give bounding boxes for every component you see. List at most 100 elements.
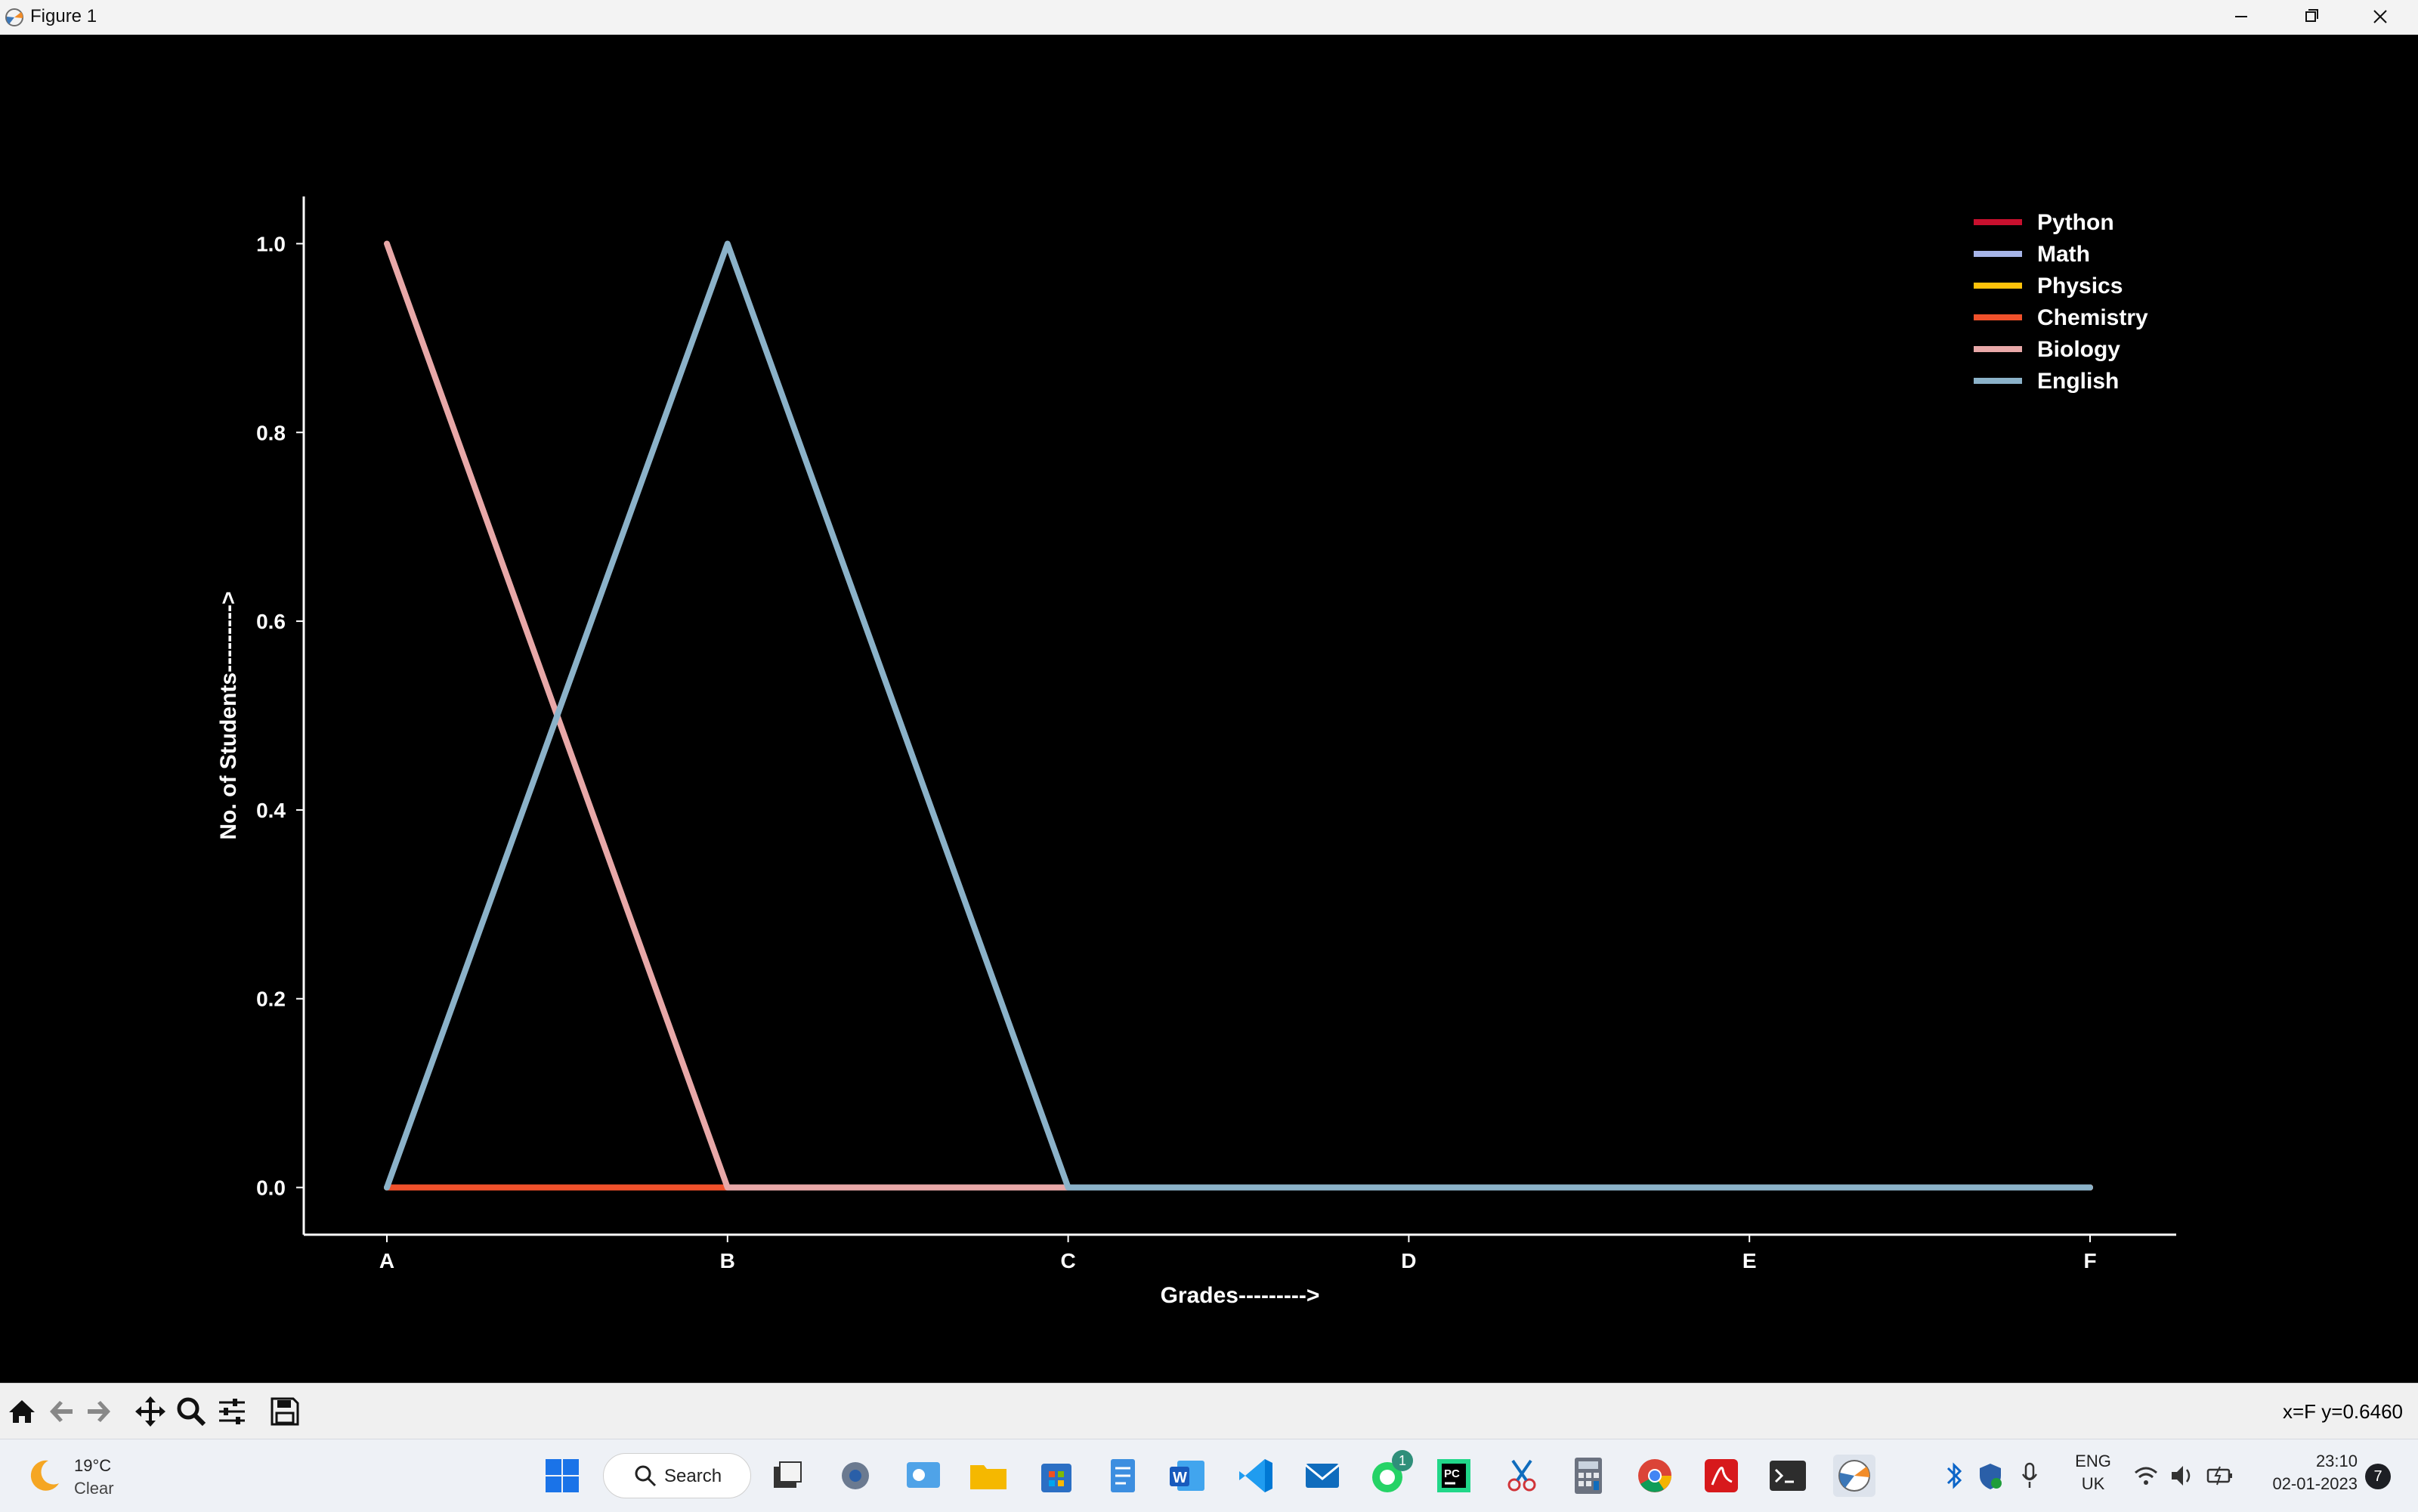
navigation-toolbar: x=F y=0.6460 <box>0 1383 2418 1439</box>
y-tick-label: 1.0 <box>256 232 286 255</box>
pan-icon <box>135 1396 165 1427</box>
svg-text:W: W <box>1173 1470 1187 1486</box>
taskbar-calculator[interactable] <box>1567 1455 1609 1497</box>
widgets-icon <box>907 1462 940 1488</box>
moon-icon <box>30 1460 59 1491</box>
line-chart: A B C D E F 0.0 0.2 0.4 0.6 0.8 1.0 Grades--------->… <box>216 196 2176 1308</box>
search-label: Search <box>664 1466 722 1486</box>
whatsapp-icon <box>1372 1462 1402 1492</box>
language-code: ENG <box>2075 1452 2111 1470</box>
store-icon <box>1041 1464 1071 1492</box>
matplotlib-app-icon <box>5 8 23 26</box>
save-icon <box>271 1397 299 1426</box>
taskbar-pycharm[interactable]: PC <box>1433 1455 1475 1497</box>
home-icon <box>9 1400 35 1423</box>
file-explorer-icon <box>970 1465 1006 1489</box>
figure-canvas[interactable]: A B C D E F 0.0 0.2 0.4 0.6 0.8 1.0 Grades--------->… <box>0 35 2418 1383</box>
matplotlib-icon <box>1838 1460 1870 1492</box>
task-view-button[interactable] <box>766 1455 809 1497</box>
word-icon: W <box>1170 1461 1204 1491</box>
taskbar-chrome[interactable] <box>1634 1455 1676 1497</box>
taskbar-settings[interactable] <box>834 1455 877 1497</box>
start-icon <box>546 1459 579 1492</box>
legend-label-biology: Biology <box>2037 337 2120 362</box>
terminal-icon <box>1770 1461 1806 1491</box>
taskbar-notepad[interactable] <box>1102 1455 1144 1497</box>
legend-label-python: Python <box>2037 210 2114 235</box>
taskbar-whatsapp[interactable]: 1 <box>1368 1450 1413 1497</box>
legend-label-english: English <box>2037 369 2119 394</box>
x-axis-label: Grades---------> <box>1161 1283 1320 1308</box>
security-icon[interactable] <box>1977 1461 2004 1491</box>
taskbar-terminal[interactable] <box>1767 1455 1809 1497</box>
window-title: Figure 1 <box>30 6 97 26</box>
y-tick-label: 0.2 <box>256 988 286 1011</box>
battery-icon[interactable] <box>2205 1461 2235 1491</box>
cursor-coordinates: x=F y=0.6460 <box>2283 1400 2403 1423</box>
taskbar-word[interactable]: W <box>1167 1455 1209 1497</box>
configure-icon <box>219 1399 245 1424</box>
notification-badge[interactable]: 7 <box>2365 1464 2391 1489</box>
notepad-icon <box>1111 1459 1135 1492</box>
pycharm-icon: PC <box>1437 1459 1470 1492</box>
clock-date: 02-01-2023 <box>2272 1474 2358 1493</box>
pan-button[interactable] <box>131 1393 169 1430</box>
maximize-button[interactable] <box>2276 0 2345 34</box>
x-tick-label: C <box>1060 1249 1075 1272</box>
mail-icon <box>1305 1464 1340 1488</box>
microphone-icon[interactable] <box>2019 1461 2040 1491</box>
close-icon <box>2373 10 2387 23</box>
snipping-tool-icon <box>1507 1459 1536 1492</box>
close-button[interactable] <box>2345 0 2415 34</box>
taskbar-vscode[interactable] <box>1235 1455 1277 1497</box>
taskbar-matplotlib[interactable] <box>1833 1455 1875 1497</box>
minimize-icon <box>2235 16 2247 17</box>
wifi-icon[interactable] <box>2132 1461 2160 1491</box>
taskbar-widgets[interactable] <box>902 1455 945 1497</box>
save-button[interactable] <box>266 1393 304 1430</box>
x-tick-label: F <box>2083 1249 2096 1272</box>
weather-condition: Clear <box>74 1479 114 1498</box>
whatsapp-badge: 1 <box>1392 1450 1413 1471</box>
taskbar-store[interactable] <box>1035 1455 1078 1497</box>
taskbar: 19°C Clear Search W <box>0 1439 2418 1512</box>
back-icon <box>50 1401 73 1422</box>
system-clock[interactable]: 23:10 02-01-2023 <box>2252 1450 2358 1495</box>
home-button[interactable] <box>3 1393 41 1430</box>
search-icon <box>635 1465 657 1487</box>
start-button[interactable] <box>541 1455 583 1497</box>
y-tick-label: 0.4 <box>256 799 286 822</box>
back-button[interactable] <box>42 1393 80 1430</box>
volume-icon[interactable] <box>2169 1461 2196 1491</box>
configure-subplots-button[interactable] <box>213 1393 251 1430</box>
restore-icon <box>2305 9 2318 22</box>
clock-time: 23:10 <box>2315 1452 2358 1470</box>
weather-widget[interactable]: 19°C Clear <box>23 1452 144 1500</box>
taskbar-file-explorer[interactable] <box>967 1455 1010 1497</box>
taskbar-acrobat[interactable] <box>1700 1455 1742 1497</box>
legend-label-physics: Physics <box>2037 274 2123 298</box>
minimize-button[interactable] <box>2206 0 2276 34</box>
title-bar: Figure 1 <box>0 0 2418 35</box>
taskbar-snipping-tool[interactable] <box>1501 1455 1543 1497</box>
y-tick-label: 0.8 <box>256 421 286 444</box>
zoom-icon <box>177 1397 206 1427</box>
vscode-icon <box>1239 1459 1272 1492</box>
axes: A B C D E F 0.0 0.2 0.4 0.6 0.8 1.0 Grades--------->… <box>216 196 2176 1308</box>
zoom-button[interactable] <box>172 1393 210 1430</box>
legend: Python Math Physics Chemistry Biology English <box>1974 210 2148 394</box>
svg-text:PC: PC <box>1444 1467 1460 1480</box>
language-indicator[interactable]: ENG UK <box>2070 1450 2116 1495</box>
taskbar-search[interactable]: Search <box>603 1453 751 1498</box>
bluetooth-icon[interactable] <box>1943 1461 1965 1491</box>
series-layer <box>384 240 2093 1191</box>
taskbar-mail[interactable] <box>1301 1455 1344 1497</box>
y-tick-label: 0.6 <box>256 610 286 633</box>
series-line-biology <box>384 240 2093 1191</box>
forward-button[interactable] <box>80 1393 118 1430</box>
y-tick-label: 0.0 <box>256 1177 286 1200</box>
weather-temperature: 19°C <box>74 1456 112 1475</box>
forward-icon <box>88 1401 110 1422</box>
chrome-icon <box>1638 1459 1671 1492</box>
acrobat-icon <box>1705 1459 1738 1492</box>
